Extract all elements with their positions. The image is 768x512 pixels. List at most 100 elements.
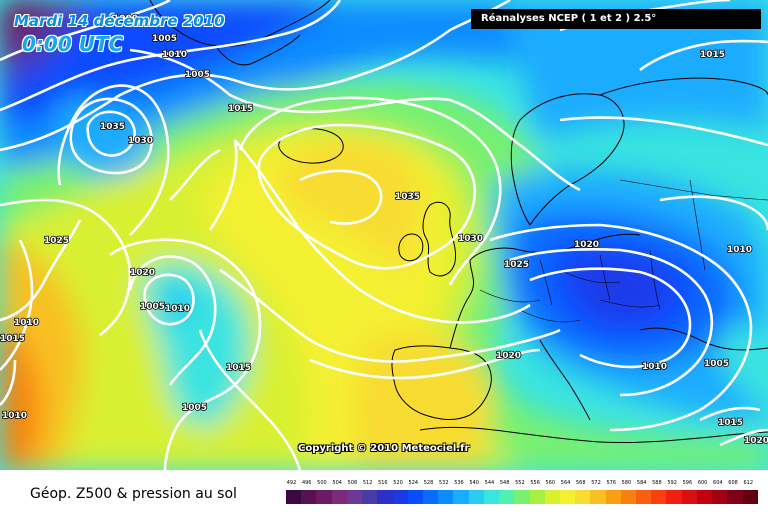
date-label: Mardi 14 décembre 2010 (14, 12, 225, 30)
color-scale-tick-label: 584 (636, 480, 647, 486)
color-scale-bar (286, 490, 758, 504)
color-scale-tick-label: 508 (347, 480, 358, 486)
color-scale-tick-label: 592 (667, 480, 677, 486)
isobar-label: 1035 (395, 192, 420, 202)
coast-ireland (398, 233, 424, 262)
color-scale-swatch (559, 490, 576, 504)
isobar-1025-main (208, 139, 531, 324)
color-scale-swatch (483, 490, 500, 504)
isobar-1035-ring (86, 110, 136, 157)
isobar-label: 1005 (704, 359, 729, 369)
coast-north-africa (419, 426, 768, 444)
isobar-1010-east (529, 267, 692, 369)
legend-panel: Géop. Z500 & pression au sol 492 496 500 50… (0, 470, 768, 512)
isobar-1010-west (128, 255, 217, 386)
isobar-label: 1025 (504, 260, 529, 270)
color-scale-swatch (712, 490, 728, 504)
isobar-label: 1005 (182, 403, 207, 413)
isobar-label: 1005 (140, 302, 165, 312)
color-scale-swatch (651, 490, 667, 504)
color-scale-tick-label: 552 (515, 480, 525, 486)
isobar-1015-se (699, 406, 761, 422)
isobar-labels: 1000100510101035103010051015101510351025… (0, 13, 768, 447)
color-scale-tick-label: 492 (286, 480, 297, 486)
color-scale-tick-label: 608 (728, 480, 738, 486)
isobar-label: 1005 (185, 70, 210, 80)
isobar-1005 (0, 0, 342, 112)
isobar-1010-central (109, 238, 262, 470)
isobar-1010-left (0, 359, 17, 406)
color-scale-tick-label: 500 (317, 480, 327, 486)
copyright-label: Copyright © 2010 Meteociel.fr (298, 443, 470, 454)
isobar-label: 1015 (0, 334, 25, 344)
color-scale-tick-label: 532 (438, 480, 449, 486)
color-scale-swatch (453, 490, 469, 504)
isobar-label: 1020 (744, 436, 768, 446)
isobar-1010-ne (559, 116, 768, 147)
isobar-1035-inner (299, 169, 383, 225)
color-scale-swatch (301, 490, 317, 504)
color-scale-tick-label: 524 (408, 480, 419, 486)
isobar-1020-left (0, 219, 82, 322)
color-scale-tick-label: 512 (362, 480, 373, 486)
color-scale-swatch (438, 490, 454, 504)
color-scale-tick-label: 604 (713, 480, 723, 486)
isobar-label: 1010 (642, 362, 667, 372)
color-scale-swatch (346, 490, 363, 504)
source-label: Réanalyses NCEP ( 1 et 2 ) 2.5° (471, 9, 761, 29)
isobar-label: 1020 (496, 351, 521, 361)
isobar-1020-se (719, 428, 768, 447)
color-scale-swatch (575, 490, 591, 504)
color-scale-labels: 492 496 500 504 508 512 516 520 524 528 532 536 540 5… (282, 480, 754, 490)
color-scale-tick-label: 544 (484, 480, 495, 486)
color-scale-tick-label: 516 (378, 480, 388, 486)
map-canvas: 1000100510101035103010051015101510351025… (0, 0, 768, 470)
color-scale-tick-label: 540 (469, 480, 479, 486)
isobar-label: 1030 (458, 234, 483, 244)
isobar-label: 1025 (44, 236, 69, 246)
color-scale-swatch (499, 490, 515, 504)
time-label: 0:00 UTC (22, 32, 124, 56)
color-scale-tick-label: 576 (606, 480, 616, 486)
isobars (0, 0, 768, 470)
isobar-label: 1035 (100, 122, 125, 132)
color-scale-tick-label: 596 (682, 480, 693, 486)
coast-greenland (149, 0, 331, 47)
color-scale-swatch (605, 490, 621, 504)
weather-map: 1000 1005 1010 1035 1030 1005 1015 1015 1035 1025… (0, 0, 768, 470)
color-scale-tick-label: 560 (545, 480, 556, 486)
isobar-1010 (0, 0, 511, 152)
isobar-label: 1015 (226, 363, 251, 373)
isobar-label: 1010 (162, 50, 187, 60)
color-scale-tick-label: 548 (499, 480, 510, 486)
color-scale-tick-label: 556 (530, 480, 540, 486)
color-scale-tick-label: 504 (332, 480, 342, 486)
isobar-label: 1030 (128, 136, 153, 146)
color-scale-swatch (529, 490, 545, 504)
isobar-label: 1010 (2, 411, 27, 421)
isobar-label: 1015 (700, 50, 725, 60)
color-scale-swatch (362, 490, 378, 504)
isobar-1030-ring (69, 97, 153, 175)
coast-britain (422, 201, 457, 277)
coast-iceland (278, 128, 344, 164)
isobar-label: 1010 (14, 318, 39, 328)
color-scale-swatch (636, 490, 652, 504)
coast-scandinavia (510, 93, 625, 226)
color-scale-swatch (331, 490, 347, 504)
isobar-1020-east (489, 223, 753, 432)
isobar-1015-left (0, 239, 34, 371)
color-scale-tick-label: 580 (621, 480, 632, 486)
color-scale-swatch (377, 490, 393, 504)
color-scale-swatch (392, 490, 408, 504)
coast-italy (539, 339, 591, 421)
isobar-1030 (238, 96, 502, 286)
color-scale-tick-label: 496 (301, 480, 312, 486)
isobar-label: 1010 (727, 245, 752, 255)
isobar-1005-south (198, 329, 302, 470)
color-scale-tick-label: 568 (576, 480, 586, 486)
color-scale-swatch (727, 490, 743, 504)
isobar-1020-main (169, 148, 561, 363)
color-scale-swatch (514, 490, 530, 504)
